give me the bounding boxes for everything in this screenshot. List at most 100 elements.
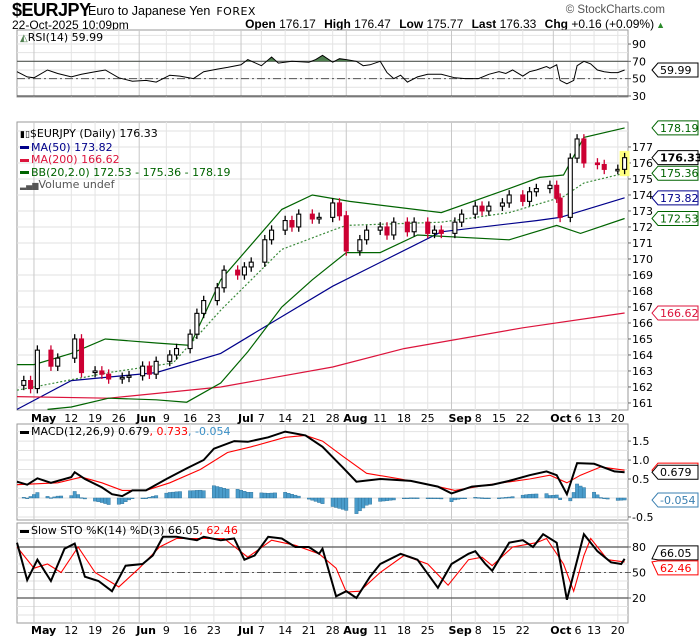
candle-down	[106, 373, 112, 380]
macd-histogram-bar	[385, 497, 389, 501]
bb-swatch	[20, 171, 29, 174]
x-tick-label-price: Jun	[135, 412, 156, 425]
macd-histogram-bar	[76, 494, 81, 499]
macd-histogram-bar	[52, 496, 57, 499]
y-tick-label: -0.5	[632, 511, 653, 524]
last-value: 176.33	[499, 17, 537, 31]
low-value: 175.77	[426, 17, 464, 31]
y-tick-label: 50	[632, 73, 646, 86]
change-label: Chg	[544, 17, 568, 31]
macd-hist-legend: , -0.054	[188, 425, 231, 438]
macd-histogram-bar	[388, 497, 393, 501]
macd-histogram-bar	[178, 491, 182, 499]
macd-line	[16, 430, 625, 498]
macd-histogram-bar	[59, 495, 64, 499]
y-tick-label: 172	[632, 221, 653, 234]
sto-d-tag: 62.46	[660, 562, 692, 575]
volume-bars-icon: ▂▄▆	[20, 181, 39, 190]
macd-histogram-bar	[79, 497, 84, 499]
macd-histogram-bar	[527, 493, 532, 499]
y-tick-label: 165	[632, 333, 653, 346]
x-tick-label-price: 22	[516, 412, 530, 425]
x-tick-label-price: 9	[163, 412, 170, 425]
candle-up	[411, 221, 417, 233]
ma50-line	[16, 197, 625, 410]
macd-histogram-bar	[313, 497, 318, 502]
candle-up	[296, 213, 302, 228]
y-tick-label: 168	[632, 285, 653, 298]
x-tick-label-price: 11	[373, 412, 387, 425]
candle-up	[187, 333, 193, 350]
candle-up	[248, 261, 254, 268]
macd-hist-tag: -0.054	[660, 494, 695, 507]
macd-histogram-bar	[571, 492, 576, 499]
y-tick-label: 50	[632, 566, 646, 579]
macd-histogram-bar	[130, 497, 135, 499]
macd-legend-text: MACD(12,26,9) 0.679	[31, 425, 150, 438]
timestamp: 22-Oct-2025 10:09pm	[12, 18, 129, 32]
x-tick-label-sto: Aug	[343, 624, 367, 637]
candle-up	[527, 191, 533, 202]
y-tick-label: 166	[632, 317, 653, 330]
x-tick-label-sto: 21	[302, 624, 316, 637]
macd-histogram-bar	[106, 497, 111, 505]
x-tick-label-sto: May	[31, 624, 56, 637]
macd-swatch	[20, 430, 29, 434]
macd-histogram-bar	[578, 485, 583, 499]
x-tick-label-sto: 16	[183, 624, 197, 637]
x-tick-label-sto: 20	[611, 624, 625, 637]
macd-histogram-bar	[147, 496, 152, 499]
y-tick-label: 164	[632, 349, 653, 362]
x-tick-label-price: 26	[112, 412, 126, 425]
macd-histogram-bar	[357, 497, 362, 512]
x-tick-label-price: 7	[258, 412, 265, 425]
candle-up	[221, 269, 227, 289]
candle-down	[99, 370, 105, 375]
macd-legend: MACD(12,26,9) 0.679, 0.733, -0.054	[20, 425, 231, 439]
macd-histogram-bar	[476, 497, 481, 499]
macd-histogram-bar	[317, 497, 322, 503]
macd-value-tag-box	[651, 464, 699, 480]
candle-down	[479, 205, 485, 212]
macd-histogram-bar	[551, 495, 556, 499]
macd-histogram-bar	[558, 497, 563, 500]
macd-histogram-bar	[198, 489, 203, 499]
macd-histogram-bar	[595, 494, 600, 499]
macd-histogram-bar	[25, 497, 30, 499]
ma50-swatch	[20, 146, 29, 149]
macd-histogram-bar	[507, 496, 512, 499]
macd-histogram-bar	[150, 496, 155, 499]
candle-up	[282, 220, 288, 231]
x-tick-label-sto: 22	[516, 624, 530, 637]
candle-down	[601, 164, 607, 170]
sto-d-legend: , 62.46	[199, 524, 238, 537]
y-tick-label: 161	[632, 397, 653, 410]
macd-histogram-bar	[249, 492, 254, 499]
macd-histogram-bar	[154, 495, 159, 499]
bb_lower-value-tag-box	[651, 210, 699, 226]
macd-histogram-bar	[188, 490, 193, 499]
y-tick-label: 20	[632, 592, 646, 605]
sto-legend: Slow STO %K(14) %D(3) 66.05, 62.46	[20, 524, 238, 538]
bb_upper-line	[17, 127, 625, 366]
x-tick-label-price: 20	[611, 412, 625, 425]
macd-histogram-bar	[619, 497, 624, 501]
y-tick-label: 174	[632, 189, 653, 202]
macd-histogram-bar	[32, 494, 36, 499]
candle-up	[126, 375, 132, 378]
macd-histogram-bar	[364, 497, 369, 506]
macd-histogram-bar	[598, 497, 603, 499]
ma200-swatch	[20, 158, 29, 162]
x-tick-label-price: 25	[421, 412, 435, 425]
close-value-tag-box	[651, 150, 699, 166]
x-tick-label-price: 14	[278, 412, 292, 425]
macd-histogram-bar	[473, 497, 478, 499]
macd-histogram-bar	[622, 497, 627, 501]
macd-histogram-bar	[412, 497, 417, 499]
ma200-value-tag: 166.62	[660, 307, 699, 320]
x-tick-label-sto: 18	[397, 624, 411, 637]
candle-up	[262, 239, 268, 263]
open-label: Open	[245, 17, 276, 31]
copyright[interactable]: © StockCharts.com	[565, 4, 665, 16]
